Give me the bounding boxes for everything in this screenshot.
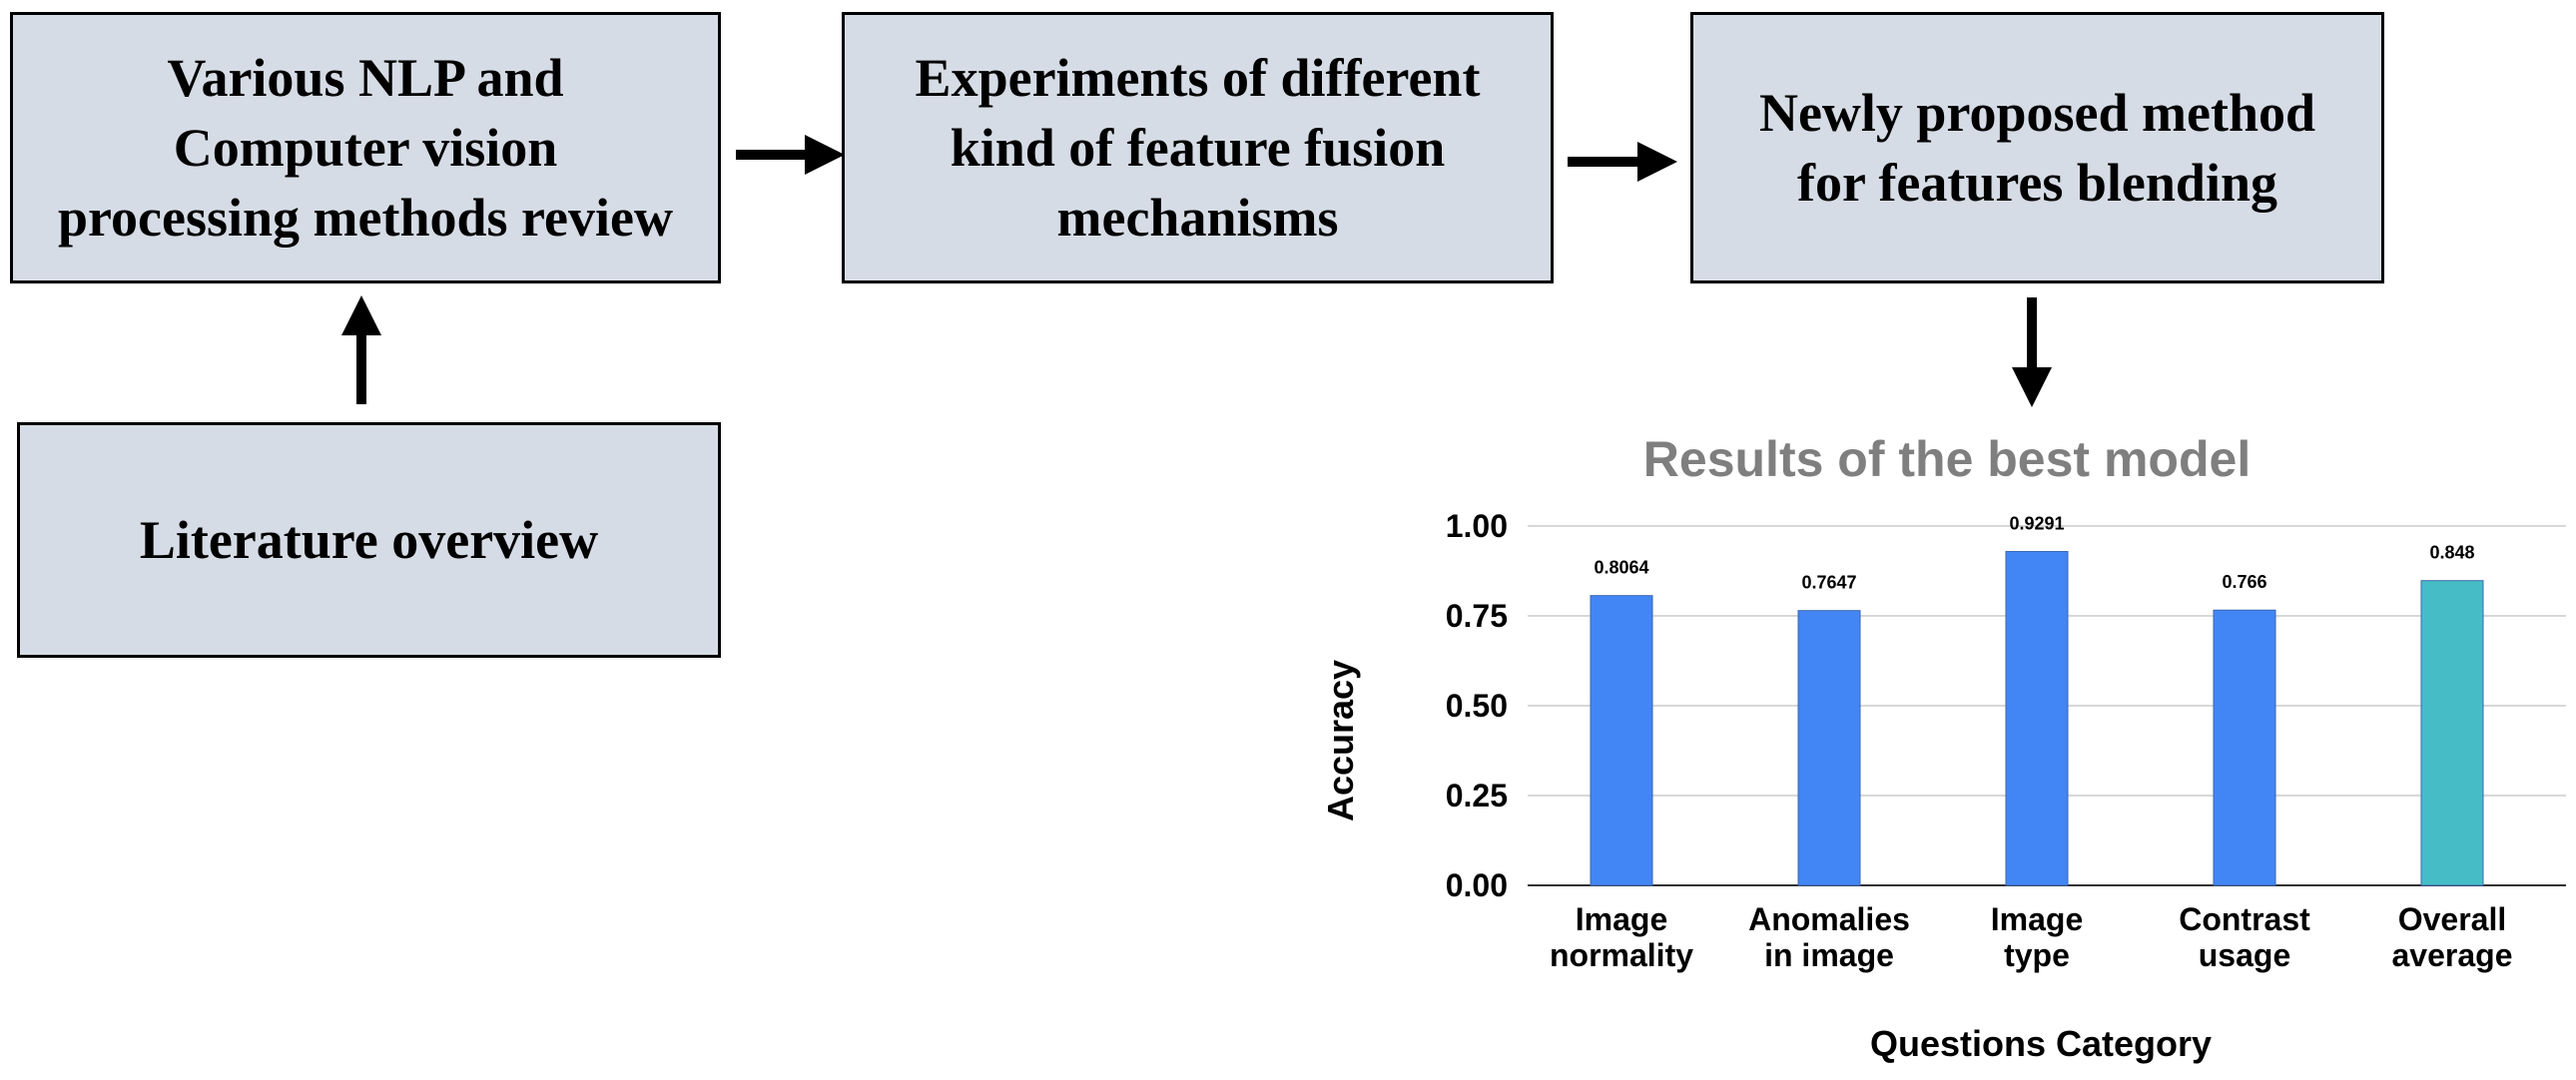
nlp-review-label: Various NLP and Computer vision processi… bbox=[58, 48, 673, 248]
x-tick-label: in image bbox=[1764, 937, 1894, 973]
bar-value-label: 0.7647 bbox=[1801, 573, 1856, 593]
y-tick-label: 0.25 bbox=[1446, 778, 1508, 813]
bar bbox=[2005, 551, 2069, 886]
bar bbox=[2213, 609, 2276, 886]
bar-value-label: 0.8064 bbox=[1594, 558, 1648, 578]
x-tick-label: Image bbox=[1576, 901, 1667, 937]
bar bbox=[1797, 610, 1861, 886]
literature-overview-box: Literature overview bbox=[17, 422, 721, 658]
proposed-method-box: Newly proposed method for features blend… bbox=[1690, 12, 2384, 283]
bar bbox=[1590, 595, 1653, 886]
bar-value-label: 0.9291 bbox=[2009, 514, 2064, 534]
y-tick-label: 0.75 bbox=[1446, 598, 1508, 634]
results-chart: Results of the best model 0.000.250.500.… bbox=[1320, 431, 2566, 1064]
bar bbox=[2420, 580, 2484, 886]
y-tick-label: 0.00 bbox=[1446, 867, 1508, 903]
fusion-experiments-box: Experiments of different kind of feature… bbox=[842, 12, 1554, 283]
bar-value-label: 0.766 bbox=[2222, 572, 2266, 592]
x-tick-label: usage bbox=[2199, 937, 2290, 973]
x-tick-label: Overall bbox=[2398, 901, 2507, 937]
x-tick-label: normality bbox=[1550, 937, 1693, 973]
data-labels: 0.8064 0.7647 0.9291 0.766 0.848 bbox=[1594, 514, 2474, 593]
y-tick-label: 1.00 bbox=[1446, 508, 1508, 544]
bar-value-label: 0.848 bbox=[2429, 543, 2474, 563]
proposed-method-label: Newly proposed method for features blend… bbox=[1758, 83, 2316, 213]
x-tick-label: Contrast bbox=[2179, 901, 2310, 937]
y-axis-label: Accuracy bbox=[1320, 660, 1361, 821]
literature-overview-label: Literature overview bbox=[139, 510, 599, 570]
nlp-review-box: Various NLP and Computer vision processi… bbox=[10, 12, 721, 283]
x-tick-label: type bbox=[2004, 937, 2070, 973]
x-tick-label: average bbox=[2392, 937, 2513, 973]
y-axis-ticks: 0.00 0.25 0.50 0.75 1.00 bbox=[1446, 508, 1508, 903]
x-tick-label: Anomalies bbox=[1748, 901, 1910, 937]
chart-bars bbox=[1590, 551, 2484, 886]
x-axis-label: Questions Category bbox=[1870, 1023, 2212, 1064]
fusion-experiments-label: Experiments of different kind of feature… bbox=[915, 48, 1481, 248]
y-tick-label: 0.50 bbox=[1446, 688, 1508, 724]
x-tick-label: Image bbox=[1991, 901, 2083, 937]
chart-title: Results of the best model bbox=[1643, 431, 2251, 487]
